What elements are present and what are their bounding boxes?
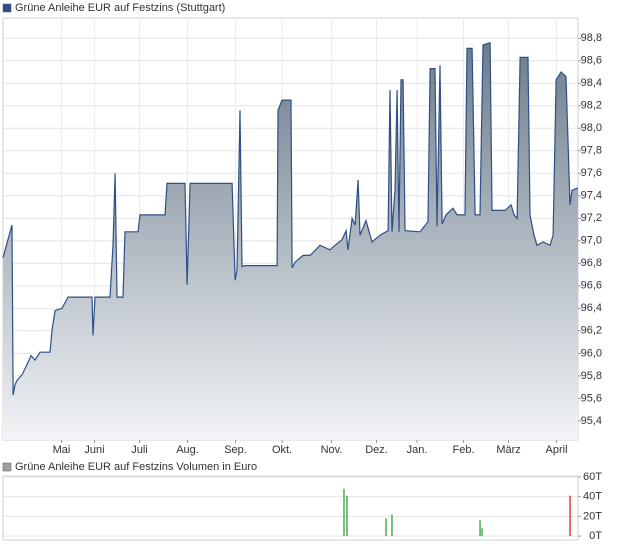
- x-tick-label: Dez.: [365, 444, 388, 456]
- x-tick-label: Nov.: [321, 444, 343, 456]
- y-tick-label: 96,8: [581, 257, 602, 269]
- volume-bar: [479, 520, 481, 537]
- y-tick-label: 97,8: [581, 145, 602, 157]
- y-tick-label: 97,4: [581, 190, 602, 202]
- y-tick-label: 96,2: [581, 325, 602, 337]
- y-tick-label: 98,2: [581, 100, 602, 112]
- plot-frame: [2, 475, 579, 541]
- x-tick-label: Juli: [131, 444, 148, 456]
- y-tick-label: 97,6: [581, 167, 602, 179]
- y-tick-label: 40T: [583, 491, 602, 503]
- x-tick-label: Aug.: [176, 444, 199, 456]
- x-tick-label: Okt.: [272, 444, 292, 456]
- y-tick-label: 95,4: [581, 415, 602, 427]
- volume-bar: [385, 518, 387, 537]
- area-fill: [3, 42, 578, 441]
- y-tick-label: 95,8: [581, 370, 602, 382]
- x-tick-label: Sep.: [224, 444, 247, 456]
- x-tick-label: März: [496, 444, 520, 456]
- x-tick-label: Mai: [53, 444, 71, 456]
- y-tick-label: 96,6: [581, 280, 602, 292]
- legend-swatch: [2, 462, 12, 472]
- y-tick-label: 95,6: [581, 392, 602, 404]
- y-tick-label: 96,0: [581, 347, 602, 359]
- y-tick-label: 20T: [583, 510, 602, 522]
- y-tick-label: 60T: [583, 471, 602, 483]
- y-tick-label: 98,4: [581, 77, 602, 89]
- y-tick-label: 97,2: [581, 212, 602, 224]
- x-tick-label: April: [546, 444, 568, 456]
- y-tick-label: 96,4: [581, 302, 602, 314]
- volume-bar: [343, 488, 345, 537]
- volume-bar: [481, 528, 483, 537]
- legend-label: Grüne Anleihe EUR auf Festzins Volumen i…: [15, 461, 257, 473]
- x-tick-label: Juni: [84, 444, 104, 456]
- y-tick-label: 98,6: [581, 55, 602, 67]
- x-tick-label: Jan.: [407, 444, 428, 456]
- volume-bar: [391, 514, 393, 537]
- y-tick-label: 0T: [589, 530, 602, 542]
- legend-label: Grüne Anleihe EUR auf Festzins (Stuttgar…: [15, 2, 225, 14]
- y-tick-label: 98,8: [581, 32, 602, 44]
- y-tick-label: 98,0: [581, 122, 602, 134]
- legend-swatch: [2, 3, 12, 13]
- price-line: [2, 41, 579, 396]
- y-tick-label: 97,0: [581, 235, 602, 247]
- volume-bar: [569, 495, 571, 537]
- volume-bar: [346, 495, 348, 537]
- x-tick-label: Feb.: [453, 444, 475, 456]
